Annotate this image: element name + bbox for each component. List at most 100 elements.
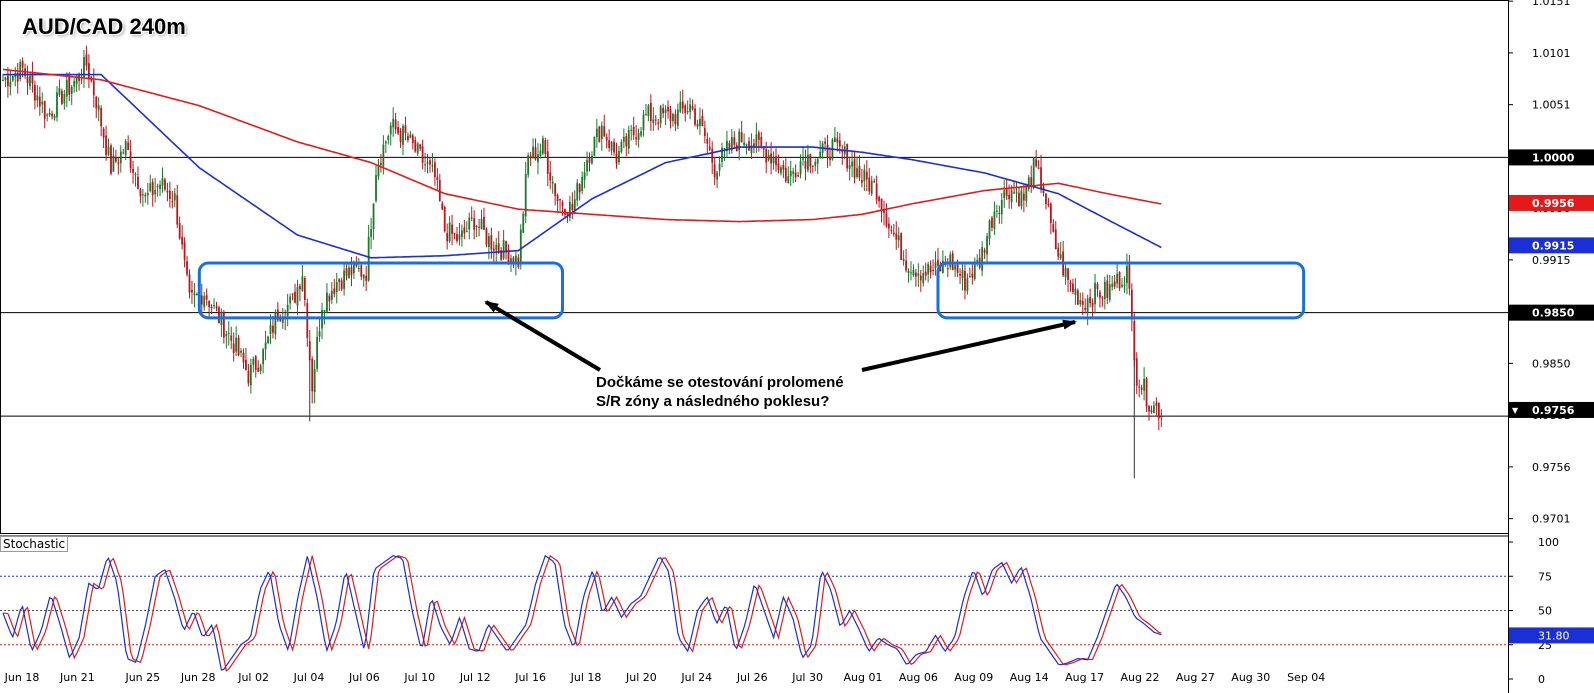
candle-body bbox=[326, 292, 328, 312]
candle-body bbox=[1037, 167, 1040, 169]
candle-body bbox=[603, 126, 606, 137]
candle-body bbox=[686, 111, 689, 113]
candle-body bbox=[959, 273, 961, 276]
candle-body bbox=[1020, 190, 1023, 207]
price-badge-label-1: 0.9956 bbox=[1532, 197, 1575, 210]
candle-body bbox=[1103, 281, 1106, 300]
candle-body bbox=[151, 181, 154, 196]
candle-body bbox=[554, 183, 557, 196]
candle-body bbox=[1089, 297, 1092, 304]
candle-body bbox=[924, 271, 927, 276]
candle-body bbox=[1035, 159, 1038, 167]
candle-body bbox=[289, 296, 292, 304]
candle-body bbox=[870, 180, 873, 194]
candle-body bbox=[367, 236, 370, 281]
candle-body bbox=[711, 148, 714, 163]
candle-body bbox=[36, 95, 39, 101]
candle-body bbox=[1101, 297, 1104, 299]
candle-body bbox=[728, 143, 731, 149]
candle-body bbox=[748, 141, 750, 151]
candle-body bbox=[191, 289, 193, 293]
candle-body bbox=[171, 201, 174, 203]
candle-body bbox=[46, 114, 49, 116]
candle-body bbox=[615, 153, 618, 164]
candle-body bbox=[797, 175, 799, 177]
stoch-tick-label: 50 bbox=[1538, 605, 1552, 618]
candle-body bbox=[117, 162, 120, 164]
candle-body bbox=[1069, 283, 1072, 285]
price-tick-label: 1.0101 bbox=[1532, 47, 1571, 60]
candle-body bbox=[308, 341, 311, 360]
candle-body bbox=[453, 232, 456, 234]
candle-body bbox=[775, 156, 777, 166]
candle-body bbox=[1150, 410, 1153, 413]
candle-body bbox=[794, 172, 797, 178]
candle-body bbox=[306, 303, 309, 339]
candle-body bbox=[424, 164, 426, 166]
candle-body bbox=[68, 76, 71, 95]
candle-body bbox=[21, 61, 24, 68]
candle-body bbox=[1008, 194, 1011, 200]
candle-body bbox=[534, 147, 537, 160]
x-tick-label: Jun 25 bbox=[124, 671, 160, 684]
candle-body bbox=[222, 312, 225, 338]
candle-body bbox=[753, 143, 755, 148]
candle-body bbox=[411, 135, 414, 144]
candle-body bbox=[1040, 167, 1042, 190]
candle-body bbox=[998, 212, 1001, 214]
price-badge-bg-4 bbox=[1509, 401, 1594, 418]
candle-body bbox=[1081, 300, 1084, 306]
candle-body bbox=[804, 160, 807, 169]
candle-body bbox=[986, 236, 988, 255]
candle-body bbox=[559, 198, 561, 201]
candle-body bbox=[819, 151, 822, 159]
candle-body bbox=[699, 118, 701, 127]
candle-body bbox=[1113, 281, 1116, 287]
candle-body bbox=[895, 233, 898, 240]
candle-body bbox=[1049, 203, 1052, 223]
moving-average-line-0 bbox=[3, 73, 1162, 259]
candle-body bbox=[345, 268, 348, 276]
candle-body bbox=[578, 184, 581, 193]
candle-body bbox=[355, 263, 358, 267]
candle-body bbox=[254, 356, 257, 370]
candle-body bbox=[1140, 387, 1143, 390]
candle-body bbox=[267, 336, 269, 344]
candle-body bbox=[448, 222, 451, 242]
candle-body bbox=[853, 159, 856, 178]
candle-body bbox=[232, 343, 235, 354]
moving-average-line-1 bbox=[2, 68, 1162, 223]
candle-body bbox=[1106, 280, 1109, 298]
candle-body bbox=[492, 248, 495, 251]
candle-body bbox=[772, 157, 775, 164]
candle-body bbox=[1143, 378, 1146, 391]
candle-body bbox=[652, 119, 655, 123]
candle-body bbox=[544, 140, 547, 155]
candles-group bbox=[2, 45, 1163, 479]
sr-zone-box-0 bbox=[197, 261, 565, 320]
candle-body bbox=[507, 249, 510, 265]
candle-body bbox=[1133, 321, 1136, 361]
candle-body bbox=[429, 160, 431, 165]
candle-body bbox=[149, 183, 152, 192]
candle-body bbox=[939, 267, 942, 272]
candle-body bbox=[961, 269, 964, 279]
candle-body bbox=[213, 304, 215, 307]
candle-body bbox=[225, 333, 228, 337]
candle-body bbox=[483, 216, 485, 230]
candle-body bbox=[726, 140, 728, 152]
candle-body bbox=[782, 164, 785, 170]
candle-body bbox=[934, 262, 937, 269]
candle-body bbox=[826, 144, 829, 159]
candle-body bbox=[846, 143, 849, 169]
x-tick-label: Jul 26 bbox=[736, 671, 768, 684]
candle-body bbox=[814, 161, 817, 166]
candle-body bbox=[968, 276, 971, 278]
candle-body bbox=[750, 145, 753, 154]
candle-body bbox=[301, 276, 304, 291]
candle-body bbox=[377, 165, 380, 177]
candle-body bbox=[419, 144, 422, 149]
candle-body bbox=[159, 184, 161, 189]
annotation-arrow-right bbox=[861, 319, 1077, 372]
